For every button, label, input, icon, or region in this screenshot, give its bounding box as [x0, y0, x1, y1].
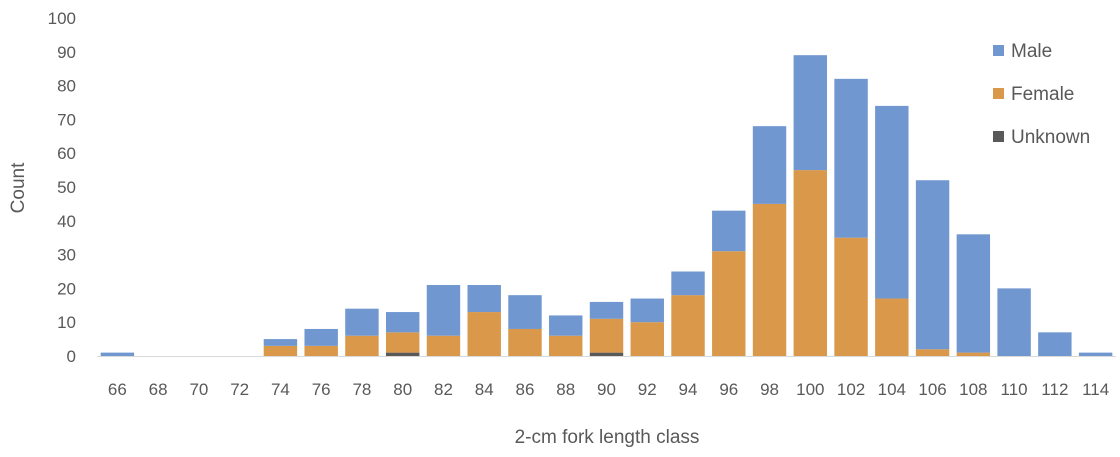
bar-male-88: [549, 315, 583, 336]
bar-male-100: [793, 55, 828, 171]
x-tick-label: 90: [597, 380, 616, 399]
x-tick-label: 106: [918, 380, 946, 399]
legend-label-male: Male: [1011, 41, 1052, 62]
bars: [100, 55, 1113, 356]
y-tick-label: 50: [57, 178, 76, 197]
bar-male-94: [671, 271, 705, 296]
x-tick-label: 66: [108, 380, 127, 399]
bar-male-110: [997, 288, 1031, 356]
bar-male-104: [875, 105, 909, 299]
x-tick-label: 78: [352, 380, 371, 399]
y-tick-label: 10: [57, 313, 76, 332]
legend-swatch-unknown: [993, 131, 1004, 142]
x-tick-label: 102: [837, 380, 865, 399]
bar-female-86: [508, 328, 542, 356]
x-tick-label: 82: [434, 380, 453, 399]
bar-male-102: [834, 78, 868, 238]
bar-male-106: [915, 180, 950, 350]
x-tick-label: 108: [959, 380, 987, 399]
bar-male-112: [1038, 332, 1072, 356]
legend-swatch-male: [993, 45, 1004, 56]
x-tick-label: 112: [1041, 380, 1068, 399]
x-tick-label: 84: [475, 380, 494, 399]
bar-male-82: [426, 285, 461, 336]
x-axis-ticks: 66 68 70 72 74 76 78 80 82 84 86 88 90 92 94 96 98 100 102…: [108, 380, 1109, 399]
y-tick-label: 0: [67, 347, 76, 366]
bar-unknown-80: [385, 352, 420, 356]
bar-female-88: [549, 335, 583, 356]
bar-male-98: [752, 126, 787, 204]
bar-female-104: [875, 298, 909, 356]
bar-unknown-90: [589, 352, 624, 356]
bar-female-106: [915, 349, 950, 356]
bar-male-92: [630, 298, 664, 323]
y-axis-ticks: 0 10 20 30 40 50 60 70 80 90 100: [48, 9, 76, 366]
bar-male-114: [1078, 352, 1113, 356]
x-tick-label: 110: [1001, 380, 1028, 399]
x-tick-label: 72: [230, 380, 249, 399]
bar-male-96: [712, 210, 746, 252]
bar-female-80: [385, 332, 420, 353]
bar-female-82: [426, 335, 461, 356]
x-tick-label: 104: [878, 380, 906, 399]
bar-female-90: [589, 318, 624, 353]
y-tick-label: 70: [57, 110, 76, 129]
x-tick-label: 74: [271, 380, 290, 399]
bar-male-90: [589, 301, 624, 319]
bar-male-66: [100, 352, 135, 356]
bar-male-76: [304, 328, 338, 346]
legend-label-unknown: Unknown: [1011, 127, 1090, 148]
bar-female-78: [345, 335, 379, 356]
bar-female-74: [263, 345, 298, 356]
y-tick-label: 30: [57, 246, 76, 265]
x-tick-label: 92: [638, 380, 657, 399]
bar-male-84: [467, 285, 501, 313]
x-tick-label: 98: [760, 380, 779, 399]
bar-male-74: [263, 339, 298, 346]
y-tick-label: 90: [57, 43, 76, 62]
y-tick-label: 100: [48, 9, 76, 28]
x-tick-label: 100: [796, 380, 824, 399]
bar-female-76: [304, 345, 338, 356]
bar-female-84: [467, 312, 501, 356]
y-tick-label: 20: [57, 279, 76, 298]
x-tick-label: 68: [149, 380, 168, 399]
bar-male-78: [345, 308, 379, 336]
legend-label-female: Female: [1011, 84, 1074, 105]
y-tick-label: 40: [57, 212, 76, 231]
x-tick-label: 114: [1082, 380, 1109, 399]
legend: Male Female Unknown: [993, 41, 1090, 148]
x-tick-label: 70: [189, 380, 208, 399]
bar-female-96: [712, 251, 746, 356]
bar-female-108: [956, 352, 991, 356]
x-tick-label: 96: [719, 380, 738, 399]
bar-female-94: [671, 295, 705, 356]
y-tick-label: 60: [57, 144, 76, 163]
x-tick-label: 94: [679, 380, 698, 399]
x-tick-label: 80: [393, 380, 412, 399]
y-tick-label: 80: [57, 77, 76, 96]
bar-female-100: [793, 170, 828, 356]
x-axis-title: 2-cm fork length class: [515, 427, 700, 448]
y-axis-title: Count: [8, 162, 29, 213]
x-tick-label: 86: [516, 380, 535, 399]
bar-male-80: [385, 312, 420, 333]
bar-female-92: [630, 322, 664, 356]
x-tick-label: 88: [556, 380, 575, 399]
x-tick-label: 76: [312, 380, 331, 399]
bar-male-86: [508, 295, 542, 329]
legend-swatch-female: [993, 88, 1004, 99]
bar-female-98: [752, 203, 787, 356]
bar-female-102: [834, 237, 868, 356]
bar-male-108: [956, 234, 991, 353]
